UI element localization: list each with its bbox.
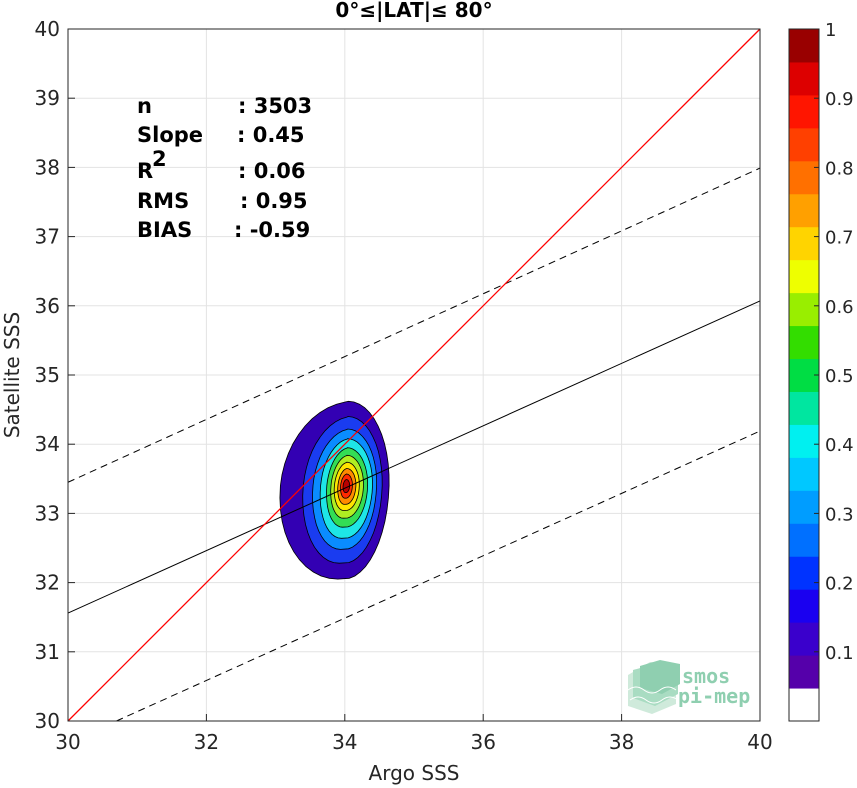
colorbar-segment xyxy=(789,556,819,590)
regression-fit-line xyxy=(67,300,761,614)
stat-name: n xyxy=(137,94,152,118)
y-tick-label: 39 xyxy=(35,86,60,110)
colorbar-segment xyxy=(789,622,819,656)
stat-name: Slope xyxy=(137,123,203,147)
stat-value: : 0.45 xyxy=(237,123,305,147)
logo-text-line2: pi-mep xyxy=(678,684,750,708)
stat-value: : 3503 xyxy=(238,94,312,118)
identity-line xyxy=(67,28,761,722)
y-tick-label: 36 xyxy=(35,294,60,318)
stat-value: : -0.59 xyxy=(234,218,310,242)
colorbar-segment xyxy=(789,490,819,524)
colorbar-segment xyxy=(789,391,819,425)
upper-bound-dashed-line xyxy=(67,167,761,483)
colorbar-segment xyxy=(789,61,819,96)
x-tick-label: 30 xyxy=(55,730,80,754)
colorbar-segment xyxy=(789,325,819,360)
y-tick-label: 38 xyxy=(35,155,60,179)
colorbar: 0.1 0.2 0.3 0.4 0.5 0.6 0.7 0.8 0.9 1 xyxy=(788,20,854,722)
colorbar-tick-label: 1 xyxy=(825,20,836,41)
colorbar-segment xyxy=(789,160,819,195)
colorbar-tick-label: 0.8 xyxy=(825,158,854,179)
smos-pimep-logo: smos pi-mep xyxy=(627,660,750,714)
colorbar-tick-label: 0.4 xyxy=(825,435,854,456)
y-tick-label: 31 xyxy=(35,640,60,664)
y-tick-label: 37 xyxy=(35,225,60,249)
colorbar-segment xyxy=(789,523,819,557)
y-tick-label: 40 xyxy=(35,17,60,41)
colorbar-tick-label: 0.7 xyxy=(825,228,854,249)
logo-waves-icon xyxy=(627,660,680,714)
y-tick-label: 32 xyxy=(35,571,60,595)
colorbar-segment xyxy=(789,29,819,63)
colorbar-segment xyxy=(789,193,819,228)
colorbar-tick-label: 0.6 xyxy=(825,297,854,318)
y-tick-label: 35 xyxy=(35,363,60,387)
grid xyxy=(67,28,761,722)
colorbar-tick-label: 0.2 xyxy=(825,574,854,595)
stat-value: : 0.06 xyxy=(238,159,306,183)
colorbar-tick-label: 0.9 xyxy=(825,89,854,110)
x-axis-label: Argo SSS xyxy=(369,761,460,785)
y-axis-label: Satellite SSS xyxy=(0,312,24,438)
colorbar-segment xyxy=(789,292,819,327)
x-tick-label: 32 xyxy=(194,730,219,754)
colorbar-segment xyxy=(789,424,819,458)
colorbar-tick-label: 0.1 xyxy=(825,643,854,664)
x-tick-label: 36 xyxy=(470,730,495,754)
x-tick-label: 34 xyxy=(332,730,357,754)
lower-bound-dashed-line xyxy=(116,430,761,722)
chart-title: 0°≤|LAT|≤ 80° xyxy=(335,0,492,22)
stat-name: R xyxy=(137,159,153,183)
colorbar-segment xyxy=(789,589,819,623)
y-tick-label: 34 xyxy=(35,432,60,456)
stat-value: : 0.95 xyxy=(240,189,308,213)
density-contours xyxy=(279,400,390,580)
x-axis-ticks: 30 32 34 36 38 40 xyxy=(55,714,773,754)
colorbar-segment xyxy=(789,127,819,162)
colorbar-tick-label: 0.5 xyxy=(825,366,854,387)
regression-lines xyxy=(67,28,761,722)
y-axis-ticks: 30 31 32 33 34 35 36 37 38 39 40 xyxy=(35,17,75,733)
stat-name: RMS xyxy=(137,189,189,213)
colorbar-segment xyxy=(789,226,819,261)
colorbar-segment xyxy=(789,457,819,491)
colorbar-segment xyxy=(789,655,819,689)
stat-name: BIAS xyxy=(137,218,192,242)
colorbar-tick-label: 0.3 xyxy=(825,504,854,525)
contour-level xyxy=(342,479,351,494)
colorbar-segment xyxy=(789,688,819,722)
stat-superscript: 2 xyxy=(152,147,167,171)
logo-text-line1: smos xyxy=(682,664,730,688)
y-tick-label: 30 xyxy=(35,709,60,733)
y-tick-label: 33 xyxy=(35,501,60,525)
stats-annotation: n : 3503 Slope : 0.45 R2 : 0.06 RMS : 0.95 BIAS:… xyxy=(137,94,312,242)
colorbar-segment xyxy=(789,259,819,294)
x-tick-label: 40 xyxy=(747,730,772,754)
colorbar-segment xyxy=(789,94,819,129)
x-tick-label: 38 xyxy=(609,730,634,754)
